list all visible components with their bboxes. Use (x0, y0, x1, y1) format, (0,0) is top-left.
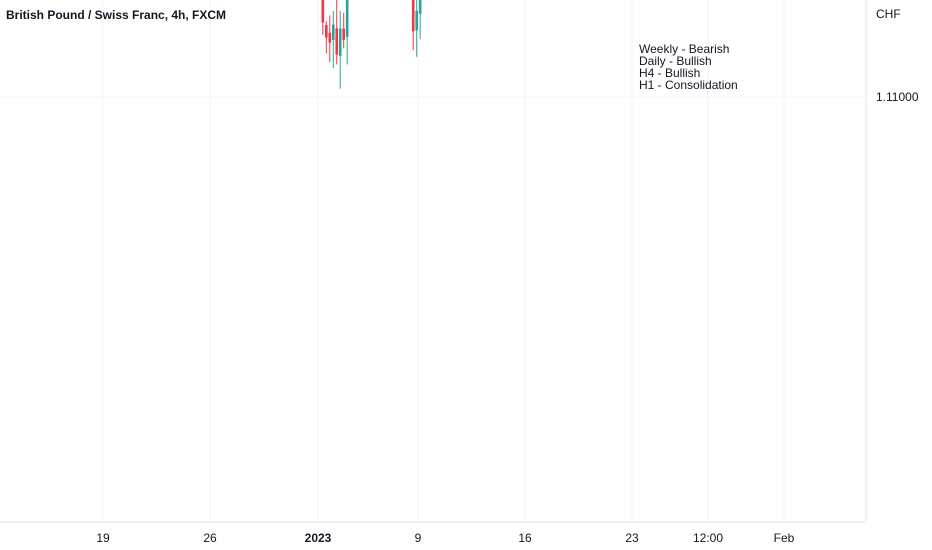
x-tick-label: 16 (518, 531, 532, 545)
candle-body (342, 28, 345, 40)
y-tick-label: 1.11000 (876, 90, 919, 104)
bias-note: H1 - Consolidation (639, 78, 738, 92)
bias-notes: Weekly - Bearish Daily - Bullish H4 - Bull… (639, 43, 738, 91)
bias-note: Daily - Bullish (639, 54, 712, 68)
x-tick-label: 26 (203, 531, 217, 545)
candle-body (328, 32, 332, 43)
candle-body (411, 0, 415, 32)
candle-body (345, 0, 349, 37)
candle-body (338, 28, 342, 56)
bias-note: H4 - Bullish (639, 66, 701, 80)
x-tick-label: 2023 (305, 531, 332, 545)
candle-body (418, 0, 422, 14)
candle-body (321, 0, 325, 23)
x-tick-label: Feb (774, 531, 795, 545)
bias-note: Weekly - Bearish (639, 42, 730, 56)
x-tick-label: 12:00 (693, 531, 723, 545)
chart-title: British Pound / Swiss Franc, 4h, FXCM (6, 8, 227, 22)
x-tick-label: 19 (96, 531, 110, 545)
candle-body (335, 28, 339, 55)
candle-body (331, 24, 335, 40)
x-tick-label: 23 (625, 531, 639, 545)
candle-body (415, 10, 419, 31)
currency-label: CHF (876, 7, 901, 21)
candles (321, 0, 422, 89)
candle-body (325, 25, 328, 38)
x-tick-label: 9 (415, 531, 422, 545)
